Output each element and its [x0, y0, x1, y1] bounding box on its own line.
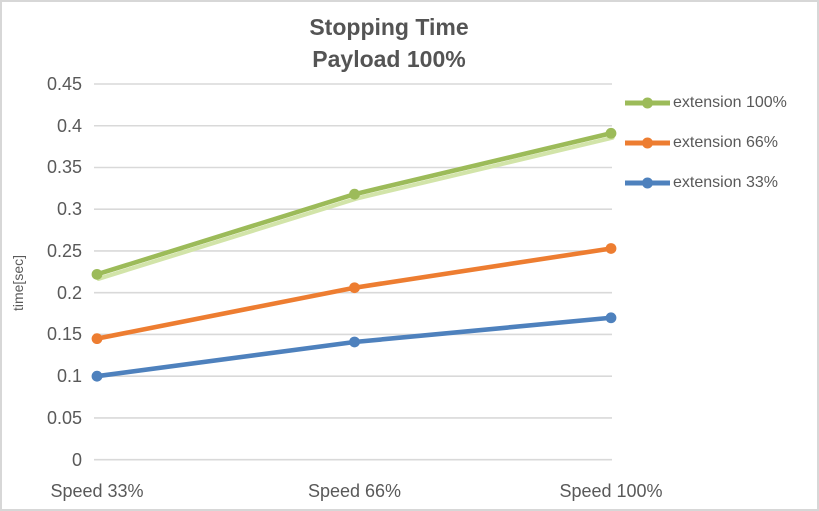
data-point-extension-66-speed-33	[91, 333, 103, 345]
data-point-extension-66-speed-66	[349, 282, 360, 294]
data-point-extension-33-speed-100	[605, 312, 617, 324]
series-shadow-extension-100	[96, 135, 615, 281]
data-point-extension-66-speed-100	[605, 243, 617, 254]
data-point-extension-100-speed-33	[91, 268, 103, 280]
data-point-extension-100-speed-100	[605, 127, 617, 139]
data-point-extension-33-speed-66	[349, 336, 360, 348]
data-point-extension-100-speed-66	[349, 188, 360, 200]
data-point-extension-33-speed-33	[91, 370, 103, 382]
